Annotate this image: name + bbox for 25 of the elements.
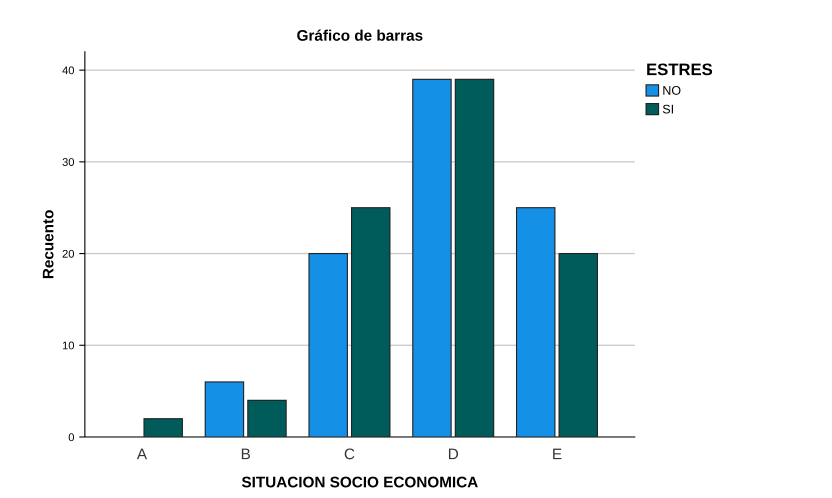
bar — [350, 207, 390, 437]
bar — [204, 381, 244, 437]
bar — [516, 207, 556, 437]
y-tick-label: 0 — [68, 433, 74, 442]
legend-label: NO — [663, 86, 680, 95]
bar — [247, 400, 287, 437]
chart-title: Gráfico de barras — [297, 29, 422, 41]
y-axis-title: Recuento — [42, 210, 54, 278]
x-tick-label: E — [553, 448, 562, 460]
bar — [412, 78, 452, 437]
y-tick-label: 40 — [62, 66, 74, 74]
y-tick-label: 20 — [62, 250, 74, 258]
x-tick-label: C — [344, 448, 354, 460]
x-tick-label: B — [242, 448, 250, 460]
x-tick-label: A — [136, 448, 147, 460]
bar — [454, 78, 494, 437]
legend-label: SI — [662, 104, 673, 114]
y-tick-label: 10 — [62, 342, 74, 350]
bar — [143, 418, 183, 437]
y-tick-label: 30 — [62, 158, 74, 166]
legend-title: ESTRES — [647, 63, 712, 76]
bar — [308, 253, 348, 437]
bar — [558, 253, 598, 437]
x-axis-title: SITUACION SOCIO ECONOMICA — [242, 476, 478, 488]
x-tick-label: D — [448, 448, 458, 460]
